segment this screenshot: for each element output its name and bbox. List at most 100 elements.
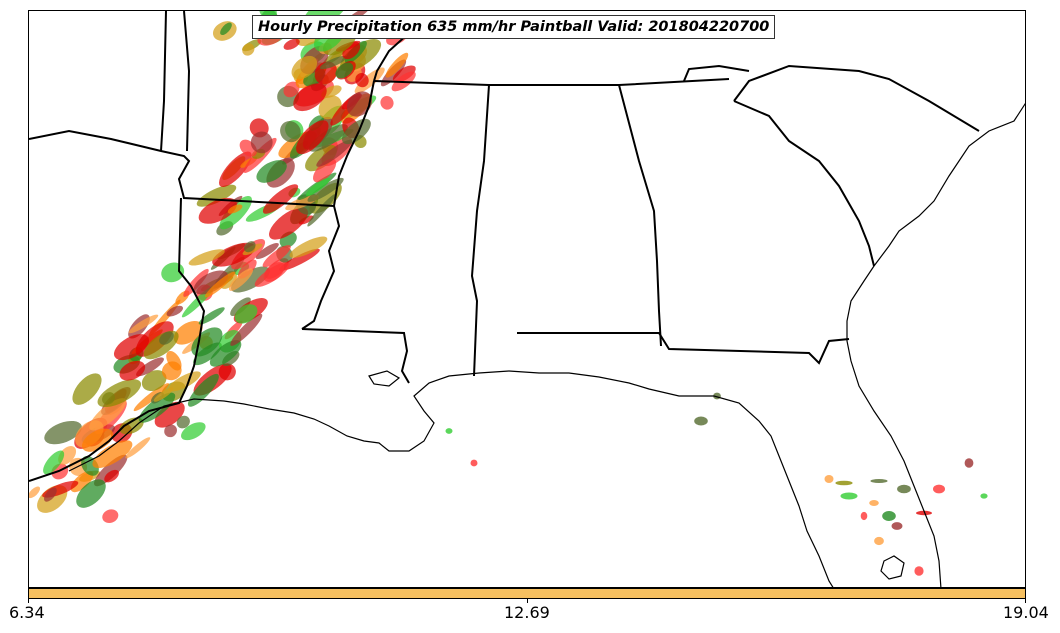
precip-blob (964, 458, 974, 468)
precip-blob (380, 95, 394, 110)
precip-blob (188, 249, 225, 266)
state-boundaries (29, 11, 980, 482)
precip-blob (916, 510, 932, 516)
precip-blob (341, 118, 371, 145)
precip-blob (244, 241, 256, 253)
precip-blob (319, 55, 347, 70)
precip-blob (187, 373, 219, 407)
precip-blob (255, 242, 279, 260)
precip-blob (198, 307, 225, 325)
precip-blob (198, 197, 237, 224)
precip-blob (104, 469, 119, 483)
precip-blob (234, 304, 258, 324)
precip-blob (262, 184, 299, 214)
precip-blob (308, 124, 348, 152)
precip-blob (269, 207, 308, 240)
precip-blob (43, 450, 65, 475)
precip-blob (220, 22, 232, 36)
precip-blob (159, 331, 174, 345)
precip-blob (119, 360, 146, 381)
precip-blob (891, 522, 903, 530)
lake-okeechobee (880, 555, 905, 580)
precip-blob (164, 424, 177, 438)
colorbar-label-min: 6.34 (9, 603, 45, 622)
precip-blob (219, 196, 253, 230)
colorbar-tick-min (28, 599, 29, 603)
colorbar-label-max: 19.04 (1003, 603, 1049, 622)
precip-blob (385, 52, 409, 78)
precip-blob (283, 81, 300, 98)
colorbar (28, 588, 1026, 599)
state-border-tn-ms (373, 78, 730, 86)
precip-blob (228, 268, 254, 291)
precip-blob (242, 43, 255, 56)
precip-blob (230, 297, 251, 317)
colorbar-label-mid: 12.69 (504, 603, 550, 622)
mississippi-river (301, 80, 375, 330)
state-border-ar-la (29, 197, 206, 482)
precip-blob (869, 500, 879, 506)
coastline (68, 102, 1025, 587)
precip-blob (168, 371, 201, 392)
precip-blob (335, 62, 354, 79)
precip-blob (230, 313, 263, 346)
precip-blob (262, 245, 291, 268)
precipitation-paintball-layer (29, 11, 988, 576)
precip-blob (296, 120, 329, 155)
precip-blob (94, 454, 128, 487)
precip-blob (44, 420, 82, 445)
precip-blob (81, 428, 114, 452)
precip-blob (119, 417, 144, 435)
precip-blob (161, 262, 185, 283)
precip-blob (291, 55, 318, 80)
lake-pontchartrain (368, 370, 401, 387)
precip-blob (97, 379, 142, 408)
precip-blob (102, 509, 119, 524)
precip-blob (133, 383, 169, 412)
precip-blob (321, 85, 342, 99)
precip-blob (196, 184, 237, 207)
state-border-ms-la (301, 328, 410, 384)
precip-blob (72, 373, 102, 405)
precip-blob (263, 262, 285, 282)
colorbar-tick-mid (527, 599, 528, 603)
precip-blob (980, 493, 988, 499)
precip-blob (176, 415, 190, 429)
precip-blob (293, 83, 327, 112)
precip-blob (92, 440, 133, 469)
precip-blob (307, 177, 344, 202)
precip-blob (283, 38, 300, 50)
state-border-ga-sc (733, 100, 875, 267)
precip-blob (227, 204, 243, 214)
precip-blob (166, 305, 183, 317)
precip-blob (219, 151, 252, 188)
state-border-ar-west (160, 11, 167, 152)
precip-blob (193, 270, 229, 295)
precip-blob (305, 177, 331, 197)
precip-blob (933, 484, 945, 494)
precip-blob (445, 428, 453, 434)
precip-blob (316, 139, 353, 167)
precip-blob (307, 194, 336, 227)
precip-blob (166, 351, 182, 371)
precip-blob (312, 158, 337, 183)
precip-blob (191, 327, 223, 357)
state-border-tn-nc (683, 64, 750, 82)
precip-blob (355, 73, 369, 88)
precip-blob (914, 566, 924, 576)
precip-blob (125, 437, 151, 459)
precip-blob (58, 446, 77, 465)
precip-blob (89, 398, 127, 431)
precip-blob (153, 387, 174, 402)
precip-blob (173, 320, 203, 345)
precip-blob (470, 459, 478, 467)
precip-blob (154, 401, 185, 428)
precip-blob (694, 416, 708, 426)
state-border-mo-ky (183, 11, 191, 152)
precip-blob (181, 422, 206, 441)
precip-blob (289, 236, 328, 258)
state-border-al-fl (517, 332, 850, 365)
map-frame (28, 10, 1026, 588)
precip-blob (183, 268, 209, 297)
atlantic-coastline (846, 102, 1025, 587)
